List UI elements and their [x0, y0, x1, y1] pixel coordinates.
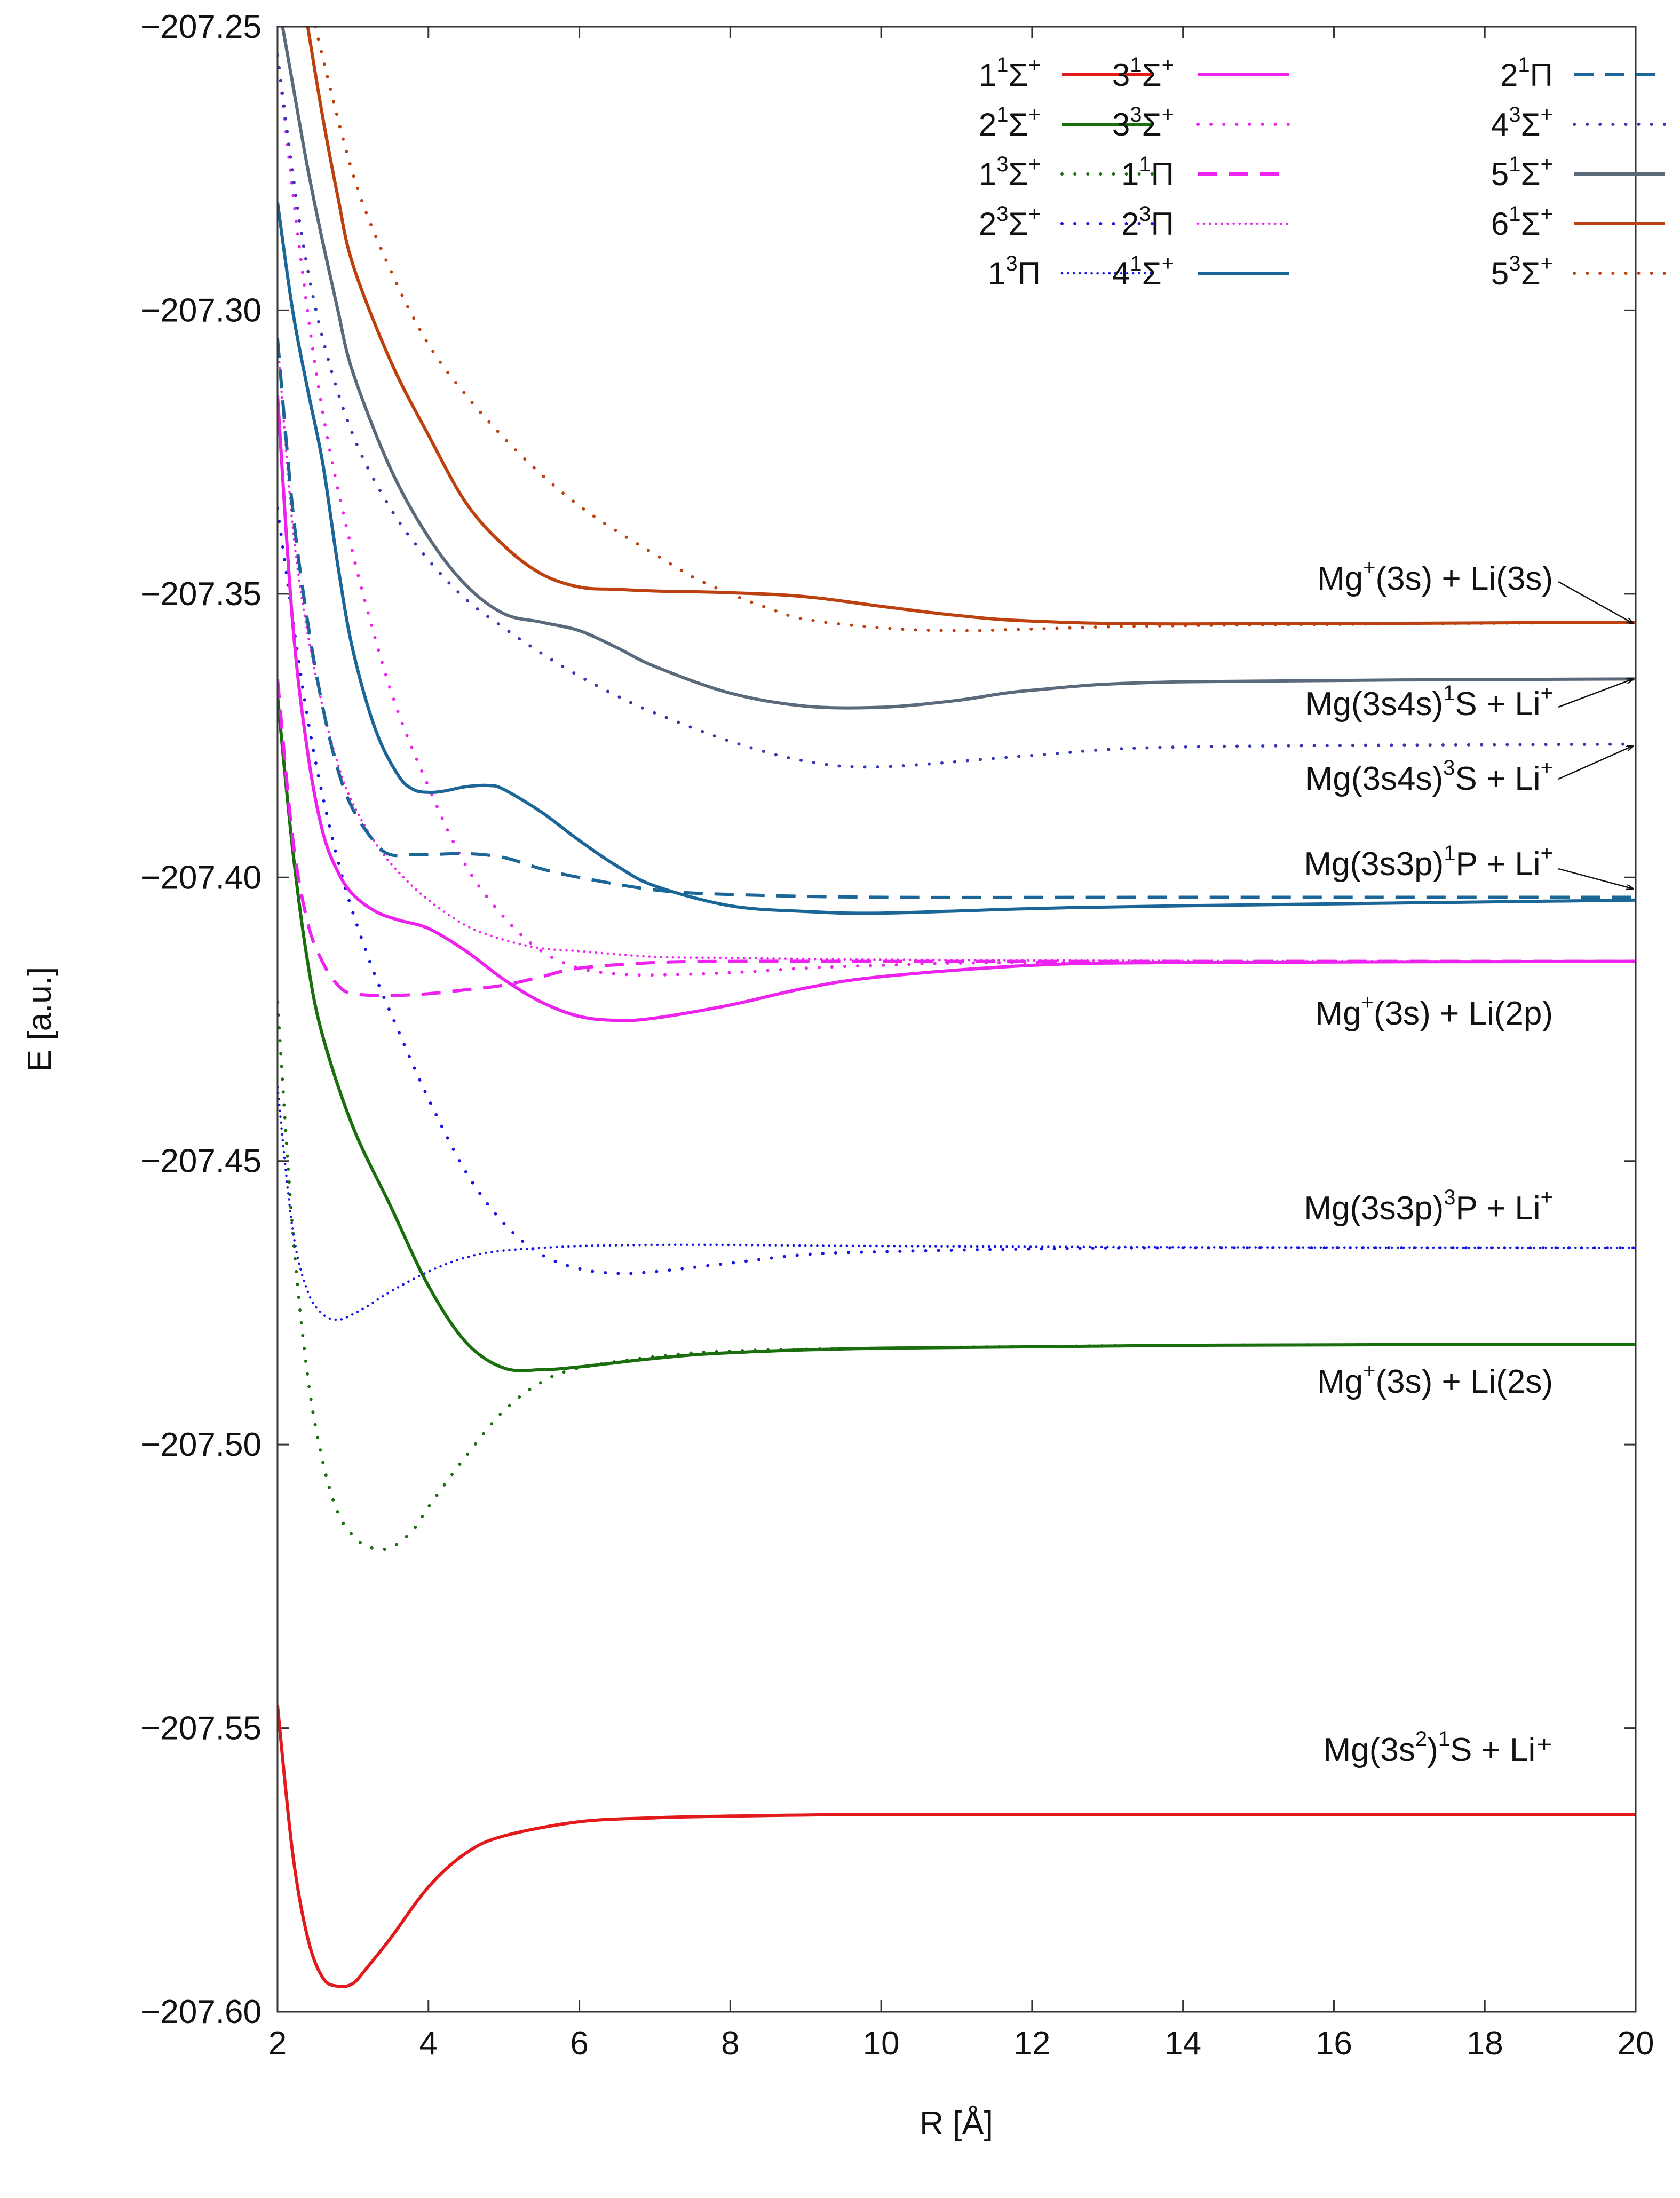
series-line-4	[278, 1086, 1636, 1321]
annotation-a-3s4s-1s: Mg(3s4s)1S + Li+	[1305, 679, 1633, 723]
tick-marks	[276, 26, 1637, 2013]
x-tick-label: 4	[419, 2025, 438, 2062]
series-line-2	[278, 1001, 1636, 1551]
x-tick-labels: 2 4 6 8 10 12 14 16 18 20	[268, 2025, 1654, 2062]
annotation-label: Mg(3s4s)1S + Li+	[1305, 681, 1553, 723]
legend-label: 13Π	[988, 252, 1041, 291]
annotation-label: Mg(3s4s)3S + Li+	[1305, 756, 1553, 797]
x-tick-label: 2	[268, 2025, 287, 2062]
annotation-label: Mg(3s2)1S + Li⁺	[1324, 1727, 1553, 1768]
legend-label: 51Σ+	[1491, 153, 1553, 192]
annotation-arrow	[1558, 581, 1633, 623]
annotation-a-3s3p-3p: Mg(3s3p)3P + Li+	[1304, 1186, 1553, 1227]
legend-label: 61Σ+	[1491, 202, 1553, 242]
series-line-12	[281, 27, 1636, 710]
legend-entry-3: 23Σ+	[979, 202, 1154, 242]
x-tick-label: 18	[1467, 2025, 1503, 2062]
legend-entry-13: 61Σ+	[1491, 202, 1665, 242]
x-tick-label: 20	[1618, 2025, 1654, 2062]
series-line-1	[278, 695, 1636, 1372]
y-axis-title: E [a.u.]	[21, 967, 58, 1072]
y-tick-label: −207.35	[141, 576, 261, 613]
annotation-a-mgp-li2p: Mg+(3s) + Li(2p)	[1316, 991, 1553, 1032]
annotation-arrow	[1558, 679, 1633, 708]
x-tick-label: 8	[721, 2025, 739, 2062]
legend-label: 21Σ+	[979, 103, 1041, 142]
legend-label: 13Σ+	[979, 153, 1041, 192]
y-tick-label: −207.40	[141, 859, 261, 896]
annotation-label: Mg+(3s) + Li(3s)	[1317, 556, 1553, 597]
annotation-a-mgp-li3s: Mg+(3s) + Li(3s)	[1317, 556, 1633, 623]
legend-entry-6: 33Σ+	[1112, 103, 1290, 142]
annotation-a-3s2-1s: Mg(3s2)1S + Li⁺	[1324, 1727, 1553, 1768]
legend-label: 53Σ+	[1491, 252, 1553, 291]
x-tick-label: 14	[1164, 2025, 1201, 2062]
series-line-13	[306, 27, 1636, 626]
series-line-3	[278, 507, 1636, 1275]
annotation-a-3s4s-3s: Mg(3s4s)3S + Li+	[1305, 746, 1633, 797]
x-tick-label: 16	[1316, 2025, 1352, 2062]
annotation-a-mgp-li2s: Mg+(3s) + Li(2s)	[1317, 1359, 1553, 1400]
annotation-label: Mg(3s3p)3P + Li+	[1304, 1186, 1553, 1227]
legend-entry-1: 21Σ+	[979, 103, 1153, 142]
annotation-a-3s3p-1p: Mg(3s3p)1P + Li+	[1304, 842, 1633, 889]
series-line-14	[313, 27, 1636, 632]
series-line-6	[278, 53, 1636, 977]
legend-entry-10: 21Π	[1500, 53, 1665, 93]
y-tick-label: −207.50	[141, 1426, 261, 1463]
legend-entry-4: 13Π	[988, 252, 1154, 291]
annotation-label: Mg+(3s) + Li(2p)	[1316, 991, 1553, 1032]
y-tick-labels: −207.60 −207.55 −207.50 −207.45 −207.40 −207.…	[141, 9, 261, 2030]
legend-label: 41Σ+	[1112, 252, 1174, 291]
x-tick-label: 6	[570, 2025, 588, 2062]
series-line-9	[278, 202, 1636, 915]
legend-entry-9: 41Σ+	[1112, 252, 1289, 291]
x-tick-label: 12	[1013, 2025, 1050, 2062]
legend-label: 33Σ+	[1112, 103, 1174, 142]
y-tick-label: −207.45	[141, 1143, 261, 1180]
legend-entry-2: 13Σ+	[979, 153, 1154, 192]
y-tick-label: −207.30	[141, 292, 261, 329]
x-tick-label: 10	[863, 2025, 900, 2062]
series-curves	[278, 27, 1636, 1988]
legend-entry-12: 51Σ+	[1491, 153, 1665, 192]
legend-label: 31Σ+	[1112, 53, 1174, 93]
legend: 11Σ+ 21Σ+ 13Σ+ 23Σ+ 13Π 31Σ+ 33Σ+ 11Π 23Π 41Σ+ 21Π…	[979, 53, 1667, 291]
dissociation-limit-annotations: Mg+(3s) + Li(3s) Mg(3s4s)1S + Li+ Mg(3s4s)…	[1304, 556, 1633, 1768]
y-tick-label: −207.55	[141, 1710, 261, 1747]
y-tick-label: −207.25	[141, 9, 261, 45]
legend-label: 23Σ+	[979, 202, 1041, 242]
legend-label: 43Σ+	[1491, 103, 1553, 142]
legend-entry-14: 53Σ+	[1491, 252, 1667, 291]
legend-entry-0: 11Σ+	[979, 53, 1153, 93]
series-line-0	[278, 1705, 1636, 1988]
legend-entry-5: 31Σ+	[1112, 53, 1289, 93]
annotation-label: Mg+(3s) + Li(2s)	[1317, 1359, 1553, 1400]
legend-label: 11Σ+	[979, 53, 1041, 93]
series-line-10	[278, 338, 1636, 899]
annotation-label: Mg(3s3p)1P + Li+	[1304, 842, 1553, 883]
series-line-7	[278, 679, 1636, 997]
legend-label: 11Π	[1121, 153, 1174, 192]
legend-label: 21Π	[1500, 53, 1553, 93]
y-tick-label: −207.60	[141, 1994, 261, 2030]
series-line-5	[278, 395, 1636, 1022]
legend-entry-11: 43Σ+	[1491, 103, 1667, 142]
plot-frame	[276, 26, 1637, 2013]
legend-label: 23Π	[1121, 202, 1174, 242]
annotation-arrow	[1558, 746, 1633, 780]
legend-entry-7: 11Π	[1121, 153, 1289, 192]
x-axis-title: R [Å]	[920, 2105, 993, 2142]
annotation-arrow	[1558, 868, 1633, 889]
legend-entry-8: 23Π	[1121, 202, 1290, 242]
